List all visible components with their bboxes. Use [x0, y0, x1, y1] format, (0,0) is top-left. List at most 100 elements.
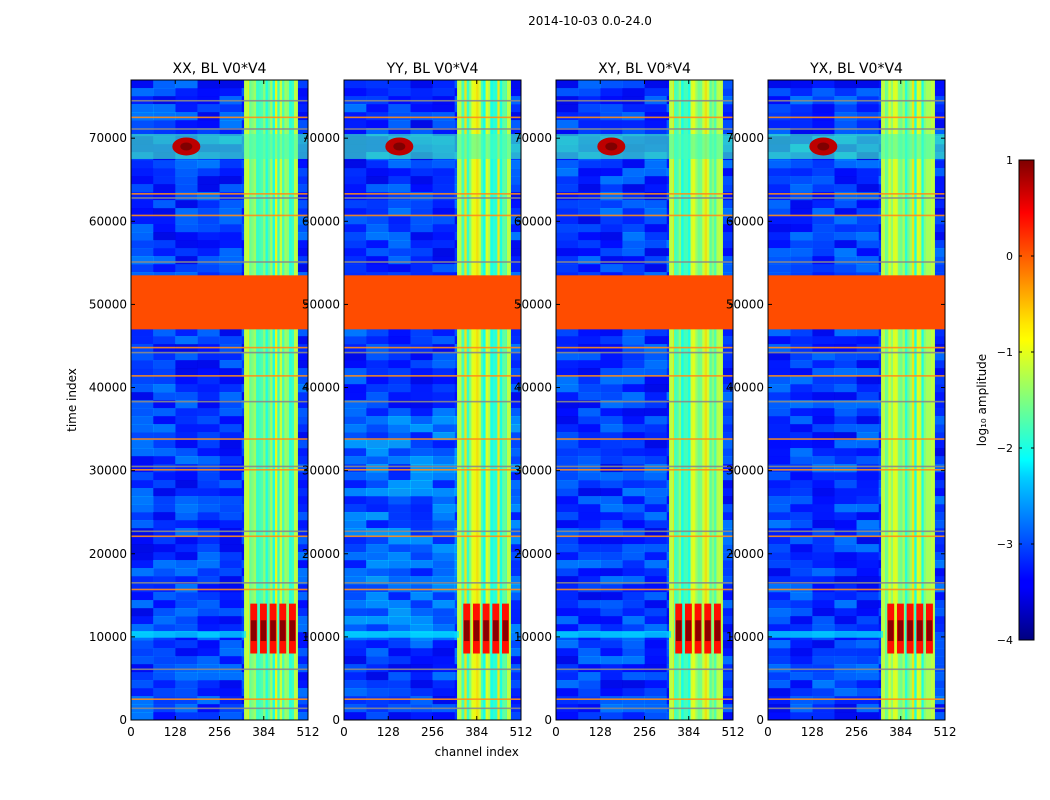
noise-cell [432, 488, 456, 497]
noise-cell [432, 88, 456, 97]
noise-cell [812, 432, 835, 441]
noise-cell [344, 104, 367, 113]
noise-cell [856, 360, 880, 369]
noise-cell [131, 208, 154, 217]
hotspot-core [817, 142, 830, 151]
noise-cell [153, 696, 176, 705]
noise-cell [388, 376, 411, 385]
noise-cell [197, 120, 220, 129]
y-tick-label: 60000 [514, 214, 552, 228]
noise-cell [410, 544, 433, 553]
noise-cell [578, 464, 601, 473]
noise-cell [344, 200, 367, 209]
noise-cell [856, 608, 880, 617]
noise-cell [388, 672, 411, 681]
burst-core [685, 620, 692, 642]
noise-cell [197, 584, 220, 593]
noise-cell [644, 600, 668, 609]
burst-core [260, 620, 267, 642]
noise-cell [768, 192, 791, 201]
noise-cell [175, 648, 198, 657]
noise-cell [790, 384, 813, 393]
noise-cell [131, 680, 154, 689]
noise-cell [197, 616, 220, 625]
noise-cell [344, 120, 367, 129]
burst-core [714, 620, 721, 642]
noise-cell [556, 480, 579, 489]
noise-cell [388, 568, 411, 577]
noise-cell [644, 536, 668, 545]
noise-cell [578, 504, 601, 513]
noise-cell [153, 192, 176, 201]
noise-cell [856, 224, 880, 233]
flagged-row [556, 588, 733, 591]
noise-cell [812, 464, 835, 473]
noise-cell [153, 712, 176, 720]
spectrogram-panel-1: XX, BL V0*V40 128 256 384 512010000200003000… [89, 61, 320, 739]
noise-cell [834, 712, 857, 720]
noise-cell [834, 680, 857, 689]
rfi-stripe [263, 80, 267, 720]
noise-cell [556, 384, 579, 393]
noise-cell [644, 120, 668, 129]
noise-cell [219, 544, 243, 553]
noise-cell [366, 120, 389, 129]
noise-cell [432, 680, 456, 689]
noise-cell [432, 712, 456, 720]
noise-cell [219, 568, 243, 577]
noise-cell [344, 696, 367, 705]
noise-cell [197, 448, 220, 457]
noise-cell [410, 408, 433, 417]
noise-cell [622, 504, 645, 513]
noise-cell [432, 512, 456, 521]
noise-cell [344, 336, 367, 345]
noise-cell [219, 256, 243, 265]
noise-cell [644, 488, 668, 497]
noise-cell [344, 504, 367, 513]
noise-cell [175, 688, 198, 697]
noise-cell [219, 536, 243, 545]
noise-cell [131, 536, 154, 545]
x-tick-label: 256 [845, 725, 868, 739]
noise-cell [432, 112, 456, 121]
noise-cell [432, 384, 456, 393]
noise-cell [556, 376, 579, 385]
flagged-row [131, 128, 308, 130]
noise-cell [812, 176, 835, 185]
noise-cell [153, 496, 176, 505]
noise-cell [600, 640, 623, 649]
noise-cell [600, 552, 623, 561]
noise-cell [410, 488, 433, 497]
noise-cell [556, 536, 579, 545]
noise-cell [834, 496, 857, 505]
noise-cell [388, 360, 411, 369]
noise-cell [219, 560, 243, 569]
noise-cell [410, 88, 433, 97]
noise-cell [131, 568, 154, 577]
flagged-row [768, 351, 945, 354]
flagged-row [556, 116, 733, 119]
noise-cell [131, 512, 154, 521]
noise-cell [131, 472, 154, 481]
noise-cell [812, 680, 835, 689]
burst-streak [768, 631, 884, 638]
noise-cell [153, 600, 176, 609]
noise-cell [175, 664, 198, 673]
noise-cell [556, 168, 579, 177]
noise-cell [388, 512, 411, 521]
noise-cell [556, 664, 579, 673]
noise-cell [219, 128, 243, 137]
noise-cell [578, 256, 601, 265]
noise-cell [834, 160, 857, 169]
noise-cell [153, 488, 176, 497]
noise-cell [768, 528, 791, 537]
noise-cell [790, 520, 813, 529]
noise-cell [432, 208, 456, 217]
noise-cell [197, 552, 220, 561]
noise-cell [366, 208, 389, 217]
noise-cell [834, 456, 857, 465]
noise-cell [344, 128, 367, 137]
flagged-row [344, 375, 521, 377]
noise-cell [131, 232, 154, 241]
rfi-stripe [711, 80, 715, 720]
